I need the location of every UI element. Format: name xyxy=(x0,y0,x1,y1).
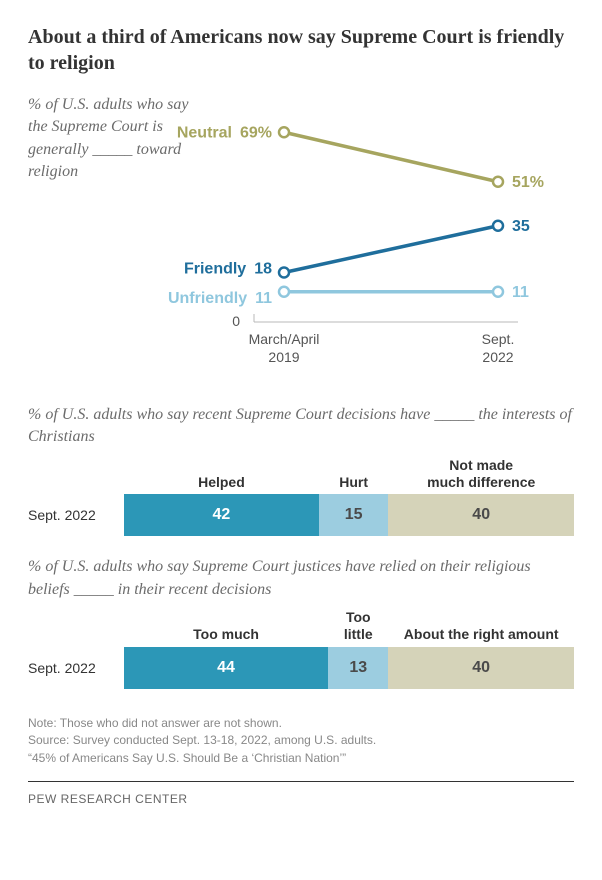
svg-text:Neutral 69%: Neutral 69% xyxy=(177,124,272,141)
bar2-title: % of U.S. adults who say Supreme Court j… xyxy=(28,556,574,601)
svg-text:0: 0 xyxy=(232,313,240,329)
chart-title: About a third of Americans now say Supre… xyxy=(28,24,574,76)
svg-text:51%: 51% xyxy=(512,174,544,191)
bar1-title: % of U.S. adults who say recent Supreme … xyxy=(28,404,574,449)
bar1-track: 421540 xyxy=(124,494,574,536)
footer-brand: PEW RESEARCH CENTER xyxy=(28,792,574,806)
bar-header: Too much xyxy=(124,609,328,647)
note-line: Note: Those who did not answer are not s… xyxy=(28,715,574,732)
bar-header: Helped xyxy=(124,457,319,495)
bar-chart-2: % of U.S. adults who say Supreme Court j… xyxy=(28,556,574,688)
bar1-row-label: Sept. 2022 xyxy=(28,507,124,523)
bar-segment: 40 xyxy=(388,494,574,536)
svg-text:2022: 2022 xyxy=(482,349,513,365)
bar2-headers: Too muchToolittleAbout the right amount xyxy=(124,609,574,647)
bar-segment: 13 xyxy=(328,647,388,689)
note-line: “45% of Americans Say U.S. Should Be a ‘… xyxy=(28,750,574,767)
svg-text:Friendly 18: Friendly 18 xyxy=(184,261,272,278)
bar-segment: 42 xyxy=(124,494,319,536)
bar-header: About the right amount xyxy=(388,609,574,647)
bar1-row: Sept. 2022 421540 xyxy=(28,494,574,536)
bar-segment: 44 xyxy=(124,647,328,689)
svg-text:35: 35 xyxy=(512,218,530,235)
svg-text:11: 11 xyxy=(512,284,529,301)
bar1-headers: HelpedHurtNot mademuch difference xyxy=(124,457,574,495)
bar2-row: Sept. 2022 441340 xyxy=(28,647,574,689)
slope-chart: % of U.S. adults who say the Supreme Cou… xyxy=(28,94,574,384)
bar-segment: 40 xyxy=(388,647,574,689)
svg-text:Sept.: Sept. xyxy=(482,331,515,347)
bar-header: Toolittle xyxy=(328,609,388,647)
footer-divider xyxy=(28,781,574,782)
svg-text:2019: 2019 xyxy=(268,349,299,365)
svg-text:Unfriendly 11: Unfriendly 11 xyxy=(168,290,272,307)
bar-header: Hurt xyxy=(319,457,389,495)
bar2-row-label: Sept. 2022 xyxy=(28,660,124,676)
bar-header: Not mademuch difference xyxy=(388,457,574,495)
bar-chart-1: % of U.S. adults who say recent Supreme … xyxy=(28,404,574,536)
slope-svg-container: 0 March/April 2019 Sept. 2022 Neutral 69% 51% F… xyxy=(28,94,574,384)
bar2-track: 441340 xyxy=(124,647,574,689)
notes-block: Note: Those who did not answer are not s… xyxy=(28,715,574,767)
svg-text:March/April: March/April xyxy=(249,331,320,347)
note-line: Source: Survey conducted Sept. 13-18, 20… xyxy=(28,732,574,749)
bar-segment: 15 xyxy=(319,494,389,536)
